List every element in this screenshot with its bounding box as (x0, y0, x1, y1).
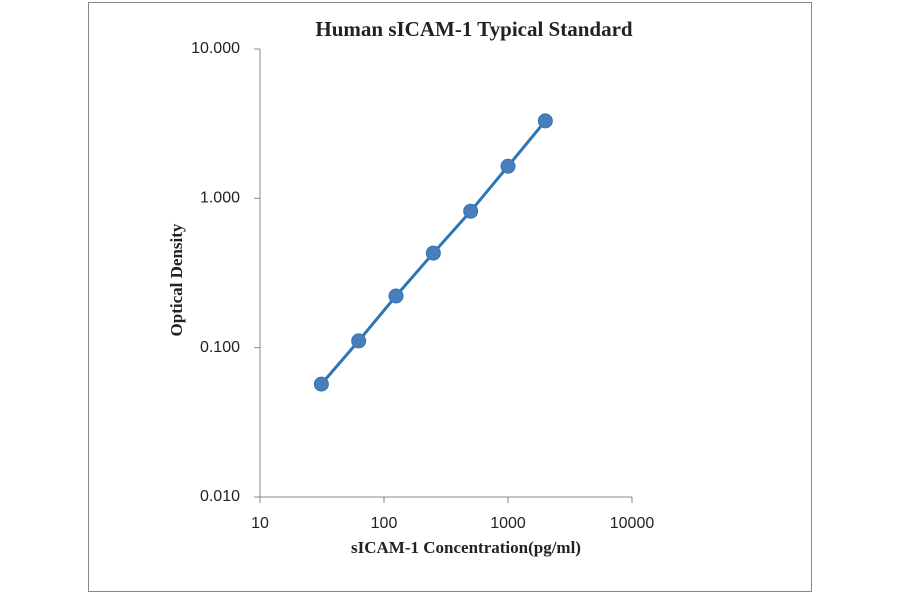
data-point (463, 203, 479, 219)
data-point (351, 333, 367, 349)
data-point (537, 113, 553, 129)
x-tick-label: 10 (251, 515, 269, 532)
data-point (388, 288, 404, 304)
x-tick-label: 10000 (610, 515, 655, 532)
chart-title: Human sICAM-1 Typical Standard (315, 17, 633, 41)
data-point (313, 376, 329, 392)
y-tick-label: 1.000 (200, 190, 240, 207)
y-tick-label: 10.000 (191, 40, 240, 57)
y-tick-label: 0.010 (200, 488, 240, 505)
y-tick-label: 0.100 (200, 339, 240, 356)
x-tick-label: 100 (371, 515, 398, 532)
x-axis-label: sICAM-1 Concentration(pg/ml) (351, 538, 581, 557)
y-axis-label: Optical Density (167, 223, 186, 336)
data-point (500, 158, 516, 174)
x-tick-label: 1000 (490, 515, 526, 532)
data-point (425, 245, 441, 261)
chart-frame (88, 2, 812, 592)
